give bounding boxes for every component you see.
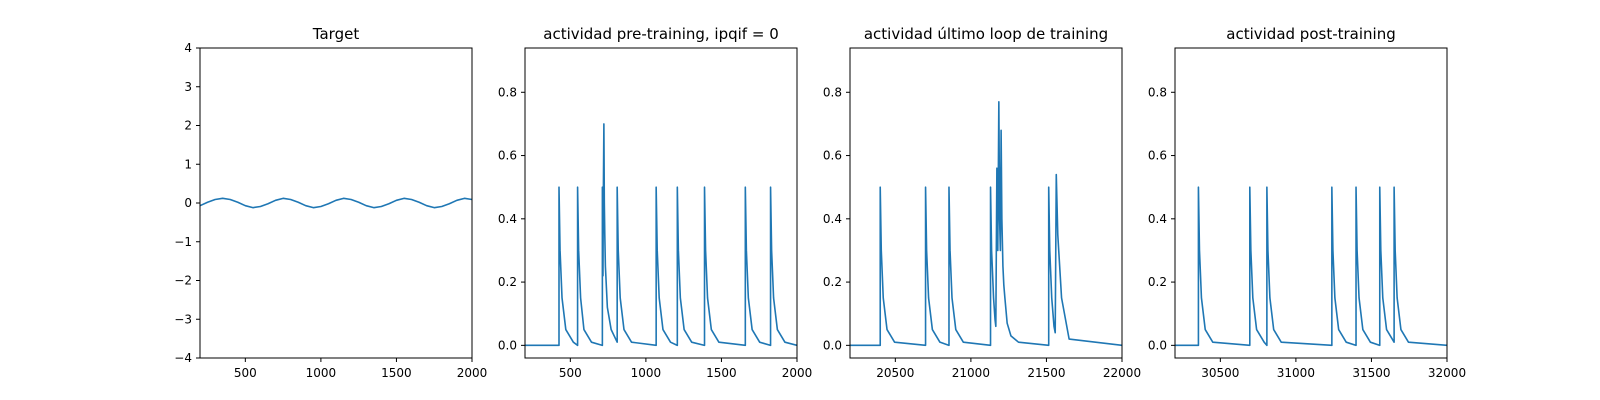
x-tick-label: 32000 — [1428, 366, 1466, 380]
chart-panel-2: actividad pre-training, ipqif = 0 500 1000… — [498, 25, 812, 380]
x-tick-label: 21000 — [952, 366, 990, 380]
chart-panel-1: Target 500 1000 1500 2000 −4 −3 −2 −1 0 1 2 3 4 — [174, 25, 487, 380]
y-tick-label: 0.4 — [823, 212, 842, 226]
y-tick-label: 2 — [184, 119, 192, 133]
axes-frame — [849, 47, 1123, 359]
series-line-1 — [850, 100, 1122, 347]
x-tick-label: 2000 — [457, 366, 488, 380]
y-tick-label: 3 — [184, 80, 192, 94]
x-tick-label: 31000 — [1277, 366, 1315, 380]
y-tick-label: 0.6 — [498, 149, 517, 163]
series-line-1 — [1175, 186, 1447, 347]
axes-frame — [524, 47, 798, 359]
chart-title: actividad pre-training, ipqif = 0 — [543, 25, 779, 43]
axes-frame — [1174, 47, 1448, 359]
y-tick-label: −2 — [174, 274, 192, 288]
y-tick-label: 0.8 — [498, 85, 517, 99]
y-tick-label: 0.6 — [823, 149, 842, 163]
y-tick-label: 0.2 — [498, 275, 517, 289]
x-tick-label: 30500 — [1201, 366, 1239, 380]
series-line-1 — [200, 197, 472, 209]
x-tick-label: 22000 — [1103, 366, 1141, 380]
chart-title: Target — [312, 25, 360, 43]
y-tick-label: 0.8 — [1148, 85, 1167, 99]
x-tick-label: 1500 — [381, 366, 412, 380]
chart-title: actividad post-training — [1226, 25, 1395, 43]
x-tick-label: 20500 — [876, 366, 914, 380]
x-tick-label: 1000 — [306, 366, 337, 380]
y-tick-label: 0.4 — [498, 212, 517, 226]
y-tick-label: 0.2 — [823, 275, 842, 289]
x-tick-label: 1000 — [631, 366, 662, 380]
y-tick-label: 0 — [184, 196, 192, 210]
y-tick-label: 0.6 — [1148, 149, 1167, 163]
y-tick-label: 0.4 — [1148, 212, 1167, 226]
x-tick-label: 2000 — [782, 366, 813, 380]
chart-panel-3: actividad último loop de training 20500 21… — [823, 25, 1141, 380]
x-tick-label: 1500 — [706, 366, 737, 380]
x-tick-label: 31500 — [1352, 366, 1390, 380]
y-tick-label: −3 — [174, 312, 192, 326]
y-tick-label: −1 — [174, 235, 192, 249]
y-tick-label: 0.2 — [1148, 275, 1167, 289]
y-tick-label: 4 — [184, 41, 192, 55]
chart-panel-4: actividad post-training 30500 31000 31500 32… — [1148, 25, 1466, 380]
y-tick-label: −4 — [174, 351, 192, 365]
x-tick-label: 500 — [234, 366, 257, 380]
series-line-1 — [525, 123, 797, 347]
x-tick-label: 500 — [559, 366, 582, 380]
chart-title: actividad último loop de training — [864, 25, 1108, 43]
y-tick-label: 0.0 — [498, 338, 517, 352]
y-tick-label: 0.8 — [823, 85, 842, 99]
y-tick-label: 0.0 — [823, 338, 842, 352]
y-tick-label: 1 — [184, 157, 192, 171]
y-tick-label: 0.0 — [1148, 338, 1167, 352]
x-tick-label: 21500 — [1027, 366, 1065, 380]
